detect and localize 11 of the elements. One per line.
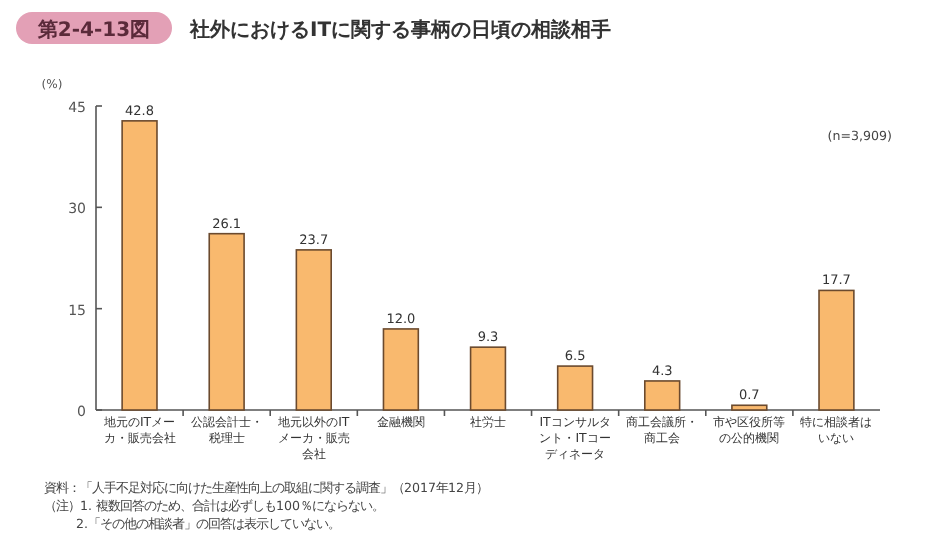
bar: [556, 365, 594, 411]
chart-title: 社外におけるITに関する事柄の日頃の相談相手: [188, 18, 612, 42]
bar: [469, 346, 507, 411]
bar: [295, 249, 332, 411]
bar: [818, 289, 855, 411]
bar: [208, 232, 245, 411]
bar: [644, 380, 681, 411]
bar: [731, 404, 768, 411]
chart-subtitle: 第2-4-13図: [35, 18, 151, 42]
bar: [382, 328, 420, 411]
bar: [121, 120, 158, 411]
